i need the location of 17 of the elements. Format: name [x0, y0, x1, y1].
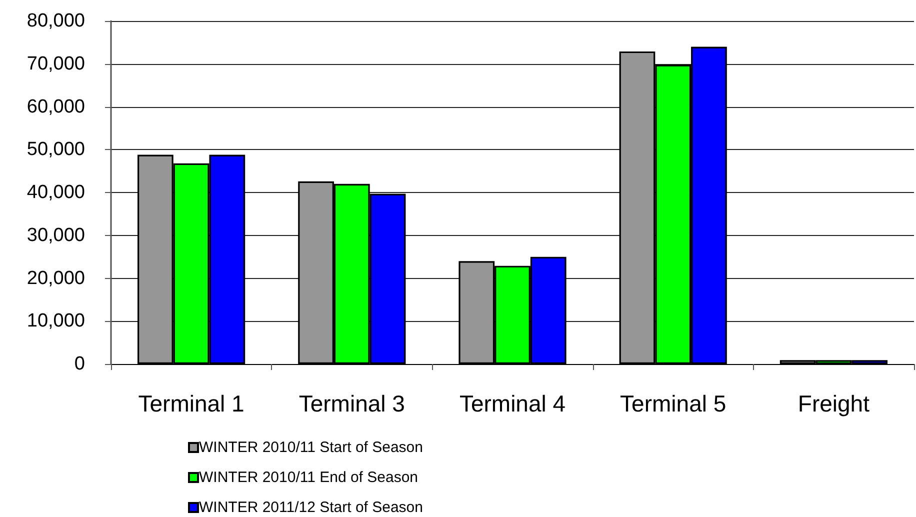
- x-tick-label: Terminal 3: [298, 390, 405, 416]
- legend-label: WINTER 2010/11 End of Season: [199, 469, 418, 486]
- y-tick-label: 70,000: [26, 53, 85, 74]
- legend-label: WINTER 2010/11 Start of Season: [199, 439, 423, 456]
- y-tick-label: 30,000: [26, 224, 85, 246]
- x-tick-label: Terminal 5: [620, 390, 726, 416]
- x-tick-label: Terminal 1: [138, 390, 244, 416]
- x-tick-label: Freight: [798, 390, 870, 416]
- x-tick-label: Terminal 4: [459, 390, 566, 416]
- y-tick-label: 20,000: [26, 268, 85, 289]
- y-tick-label: 40,000: [26, 182, 85, 203]
- y-tick-label: 10,000: [26, 310, 85, 332]
- legend-label: WINTER 2011/12 Start of Season: [199, 499, 423, 516]
- y-tick-label: 50,000: [26, 139, 85, 160]
- y-tick-label: 0: [74, 354, 85, 374]
- y-tick-label: 60,000: [26, 96, 85, 118]
- y-tick-label: 80,000: [26, 10, 85, 32]
